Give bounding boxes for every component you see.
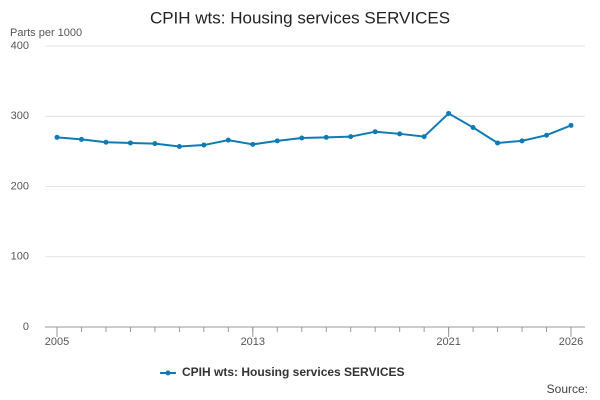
y-tick-label: 400 xyxy=(11,40,29,52)
data-point xyxy=(495,140,501,146)
series-line xyxy=(56,112,572,148)
chart-title: CPIH wts: Housing services SERVICES xyxy=(150,8,450,27)
data-point xyxy=(470,124,476,130)
data-point xyxy=(421,134,427,140)
legend-marker xyxy=(165,370,171,376)
data-point xyxy=(152,141,158,147)
data-point xyxy=(103,139,109,145)
data-point xyxy=(372,129,378,135)
data-point xyxy=(54,134,60,140)
y-tick-label: 200 xyxy=(11,180,29,192)
data-point xyxy=(127,140,133,146)
data-point xyxy=(397,131,403,137)
data-point xyxy=(225,137,231,143)
data-point xyxy=(250,141,256,147)
y-tick-label: 100 xyxy=(11,251,29,263)
y-axis-label: Parts per 1000 xyxy=(10,27,82,39)
data-point xyxy=(274,138,280,144)
data-point xyxy=(519,138,525,144)
source: Source: xyxy=(547,382,588,396)
x-tick-label: 2013 xyxy=(241,336,265,348)
legend-label: CPIH wts: Housing services SERVICES xyxy=(182,365,405,379)
y-tick-label: 300 xyxy=(11,110,29,122)
data-point xyxy=(201,142,207,148)
data-point xyxy=(544,132,550,138)
x-tick-label: 2005 xyxy=(45,336,69,348)
data-point xyxy=(176,143,182,149)
data-point xyxy=(348,134,354,140)
data-point xyxy=(78,136,84,142)
data-point xyxy=(323,134,329,140)
x-tick-label: 2026 xyxy=(559,336,583,348)
x-tick-label: 2021 xyxy=(436,336,460,348)
data-point xyxy=(568,122,574,128)
data-point xyxy=(446,110,452,116)
y-tick-label: 0 xyxy=(23,321,29,333)
data-point xyxy=(299,135,305,141)
